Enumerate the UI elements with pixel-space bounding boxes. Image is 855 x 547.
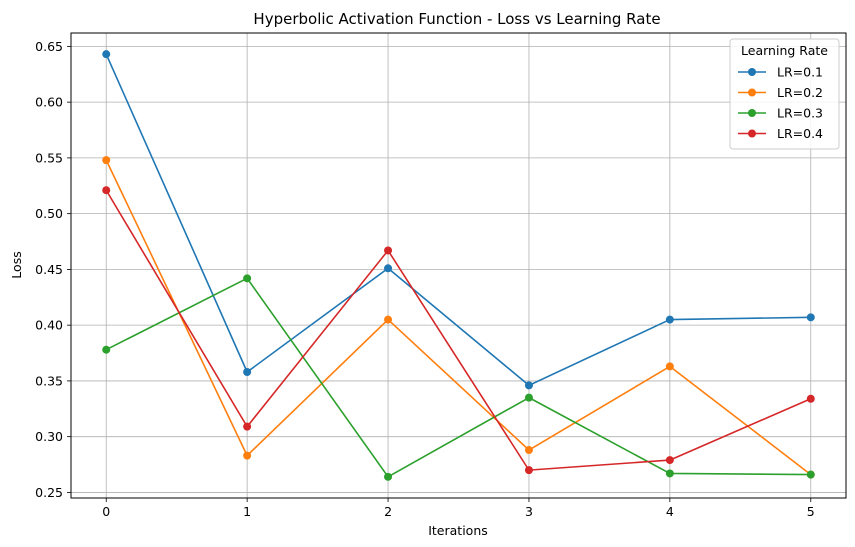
y-tick-label: 0.50 bbox=[35, 206, 63, 221]
data-point-lr-0-4 bbox=[524, 466, 533, 475]
data-point-lr-0-3 bbox=[102, 345, 111, 354]
chart-title: Hyperbolic Activation Function - Loss vs… bbox=[253, 10, 660, 28]
x-axis-label: Iterations bbox=[428, 523, 488, 538]
series-layer bbox=[102, 50, 815, 481]
legend-label-lr-0-4: LR=0.4 bbox=[777, 126, 823, 141]
y-tick-label: 0.35 bbox=[35, 373, 63, 388]
legend-title: Learning Rate bbox=[741, 43, 828, 58]
data-point-lr-0-1 bbox=[524, 381, 533, 390]
data-point-lr-0-1 bbox=[102, 50, 111, 59]
data-point-lr-0-3 bbox=[524, 393, 533, 402]
legend-entries: LR=0.1 LR=0.2 LR=0.3 LR=0.4 bbox=[738, 65, 823, 141]
data-point-lr-0-1 bbox=[384, 264, 393, 273]
data-point-lr-0-4 bbox=[243, 422, 252, 431]
data-point-lr-0-2 bbox=[524, 446, 533, 455]
legend-marker-lr-0-4 bbox=[748, 129, 756, 138]
data-point-lr-0-4 bbox=[384, 246, 393, 255]
y-tick-label: 0.65 bbox=[35, 39, 63, 54]
legend-label-lr-0-3: LR=0.3 bbox=[777, 106, 823, 121]
legend-label-lr-0-2: LR=0.2 bbox=[777, 85, 823, 100]
series-line-lr-0-2 bbox=[105, 159, 812, 476]
legend-box bbox=[729, 38, 840, 150]
series-line-lr-0-4 bbox=[105, 189, 812, 471]
x-tick-label: 1 bbox=[243, 504, 251, 519]
data-point-lr-0-1 bbox=[806, 313, 815, 322]
legend-marker-lr-0-2 bbox=[748, 88, 756, 97]
data-point-lr-0-3 bbox=[806, 470, 815, 479]
x-tick-label: 2 bbox=[384, 504, 392, 519]
data-point-lr-0-1 bbox=[243, 367, 252, 376]
data-point-lr-0-2 bbox=[384, 315, 393, 324]
data-point-lr-0-4 bbox=[665, 456, 674, 465]
data-point-lr-0-2 bbox=[102, 156, 111, 165]
axis-ticks: 0 1 2 3 4 5 0.25 0.30 0.35 0.40 0.45 0.50 0.55 0.60 0.… bbox=[35, 39, 815, 519]
series-line-lr-0-1 bbox=[105, 53, 811, 387]
series-line-lr-0-3 bbox=[105, 277, 811, 478]
data-point-lr-0-2 bbox=[243, 451, 252, 460]
data-point-lr-0-2 bbox=[665, 362, 674, 371]
y-axis-label: Loss bbox=[9, 251, 24, 278]
y-tick-label: 0.55 bbox=[35, 150, 63, 165]
plot-frame bbox=[70, 32, 847, 499]
y-tick-label: 0.45 bbox=[35, 262, 63, 277]
data-point-lr-0-1 bbox=[665, 315, 674, 324]
x-tick-label: 5 bbox=[807, 504, 815, 519]
legend-marker-lr-0-3 bbox=[748, 109, 756, 117]
data-point-lr-0-3 bbox=[384, 472, 393, 481]
data-point-lr-0-3 bbox=[243, 274, 252, 283]
legend-marker-lr-0-1 bbox=[748, 68, 756, 76]
legend: Learning Rate LR=0.1 LR=0.2 LR=0.3 LR=0.4 bbox=[729, 38, 840, 150]
x-tick-label: 3 bbox=[525, 504, 533, 519]
data-point-lr-0-4 bbox=[102, 186, 111, 195]
y-tick-label: 0.30 bbox=[35, 429, 63, 444]
x-tick-label: 4 bbox=[666, 504, 674, 519]
x-tick-label: 0 bbox=[102, 504, 110, 519]
y-tick-label: 0.25 bbox=[35, 485, 63, 500]
y-tick-label: 0.40 bbox=[35, 318, 63, 333]
y-tick-label: 0.60 bbox=[35, 95, 63, 110]
data-point-lr-0-3 bbox=[665, 469, 674, 478]
legend-label-lr-0-1: LR=0.1 bbox=[777, 65, 823, 80]
data-point-lr-0-4 bbox=[806, 394, 815, 403]
